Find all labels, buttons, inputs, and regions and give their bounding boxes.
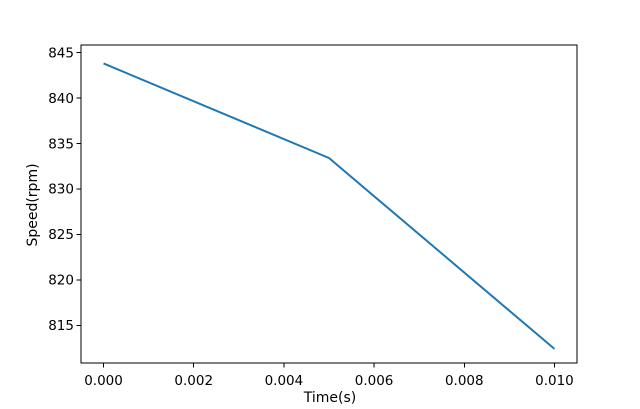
y-tick-label: 830 (48, 182, 74, 198)
x-tick-label: 0.004 (265, 373, 304, 389)
x-tick-label: 0.006 (355, 373, 394, 389)
y-axis-label: Speed(rpm) (25, 163, 41, 247)
x-tick-label: 0.008 (445, 373, 484, 389)
x-tick-label: 0.000 (84, 373, 123, 389)
x-tick-label: 0.002 (174, 373, 213, 389)
y-tick-label: 840 (48, 91, 74, 107)
y-tick-label: 835 (48, 136, 74, 152)
series-line-speed (103, 62, 556, 350)
plot-area-border (80, 44, 578, 364)
y-tick-label: 815 (48, 318, 74, 334)
y-tick-label: 845 (48, 45, 74, 61)
x-axis-label: Time(s) (303, 390, 357, 406)
x-tick-label: 0.010 (535, 373, 574, 389)
y-tick-label: 825 (48, 227, 74, 243)
y-tick-label: 820 (48, 273, 74, 289)
